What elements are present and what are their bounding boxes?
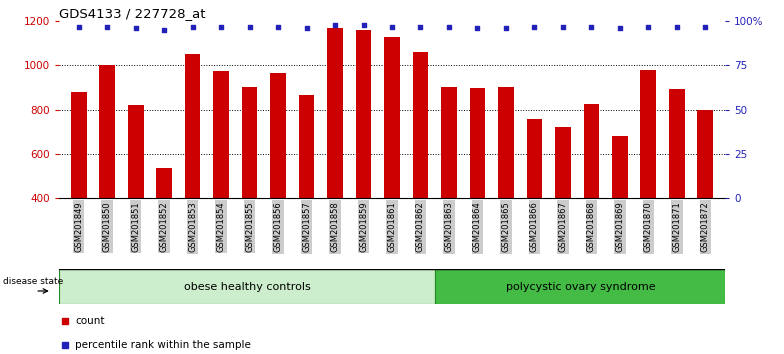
Bar [59, 269, 435, 304]
Point [72, 24, 85, 29]
Bar [71, 92, 86, 198]
Point [358, 22, 370, 28]
Bar [555, 127, 571, 198]
Text: GSM201849: GSM201849 [74, 202, 83, 252]
Bar [241, 86, 257, 198]
Text: GSM201864: GSM201864 [473, 202, 482, 252]
Text: percentile rank within the sample: percentile rank within the sample [75, 340, 252, 350]
Text: GSM201866: GSM201866 [530, 202, 539, 252]
Bar [384, 37, 400, 198]
Bar [156, 169, 172, 198]
Text: obese healthy controls: obese healthy controls [183, 282, 310, 292]
Text: GSM201863: GSM201863 [445, 202, 453, 252]
Bar [412, 52, 428, 198]
Bar [583, 104, 599, 198]
Bar [698, 110, 713, 198]
Point [243, 24, 256, 29]
Point [585, 24, 597, 29]
Bar [612, 136, 628, 198]
Point [642, 24, 655, 29]
Point [699, 24, 712, 29]
Bar [299, 95, 314, 198]
Point [158, 27, 170, 33]
Text: GSM201853: GSM201853 [188, 202, 197, 252]
Bar [185, 55, 201, 198]
Point [101, 24, 114, 29]
Point [215, 24, 227, 29]
Bar [270, 73, 286, 198]
Text: count: count [75, 316, 105, 326]
Point [499, 25, 512, 31]
Text: GSM201872: GSM201872 [701, 202, 710, 252]
Text: GSM201869: GSM201869 [615, 202, 624, 252]
Text: GSM201850: GSM201850 [103, 202, 111, 252]
Point [272, 24, 285, 29]
Point [300, 25, 313, 31]
Text: GSM201868: GSM201868 [587, 202, 596, 252]
Text: GSM201856: GSM201856 [274, 202, 282, 252]
Text: GSM201857: GSM201857 [302, 202, 311, 252]
Bar [470, 88, 485, 198]
Bar [498, 86, 514, 198]
Text: GSM201861: GSM201861 [387, 202, 397, 252]
Text: GSM201852: GSM201852 [160, 202, 169, 252]
Bar [327, 28, 343, 198]
Bar [441, 86, 457, 198]
Point [471, 25, 484, 31]
Text: GSM201871: GSM201871 [673, 202, 681, 252]
Bar [356, 30, 372, 198]
Point [557, 24, 569, 29]
Text: GSM201865: GSM201865 [502, 202, 510, 252]
Text: GSM201867: GSM201867 [558, 202, 568, 252]
Point [129, 25, 142, 31]
Text: polycystic ovary syndrome: polycystic ovary syndrome [506, 282, 655, 292]
Point [187, 24, 199, 29]
Point [443, 24, 456, 29]
Text: GSM201859: GSM201859 [359, 202, 368, 252]
Point [670, 24, 683, 29]
Text: GSM201862: GSM201862 [416, 202, 425, 252]
Point [414, 24, 426, 29]
Bar [527, 119, 543, 198]
Bar [100, 65, 115, 198]
Bar [641, 70, 656, 198]
Text: GSM201858: GSM201858 [331, 202, 339, 252]
Text: GSM201854: GSM201854 [216, 202, 226, 252]
Bar [669, 89, 684, 198]
Text: GSM201855: GSM201855 [245, 202, 254, 252]
Bar [128, 105, 143, 198]
Point [528, 24, 541, 29]
Text: GSM201851: GSM201851 [131, 202, 140, 252]
Point [386, 24, 398, 29]
Text: disease state: disease state [3, 277, 64, 286]
Point [614, 25, 626, 31]
Text: GSM201870: GSM201870 [644, 202, 653, 252]
Point [328, 22, 341, 28]
Bar [213, 71, 229, 198]
Text: GDS4133 / 227728_at: GDS4133 / 227728_at [59, 7, 205, 20]
Bar [435, 269, 725, 304]
